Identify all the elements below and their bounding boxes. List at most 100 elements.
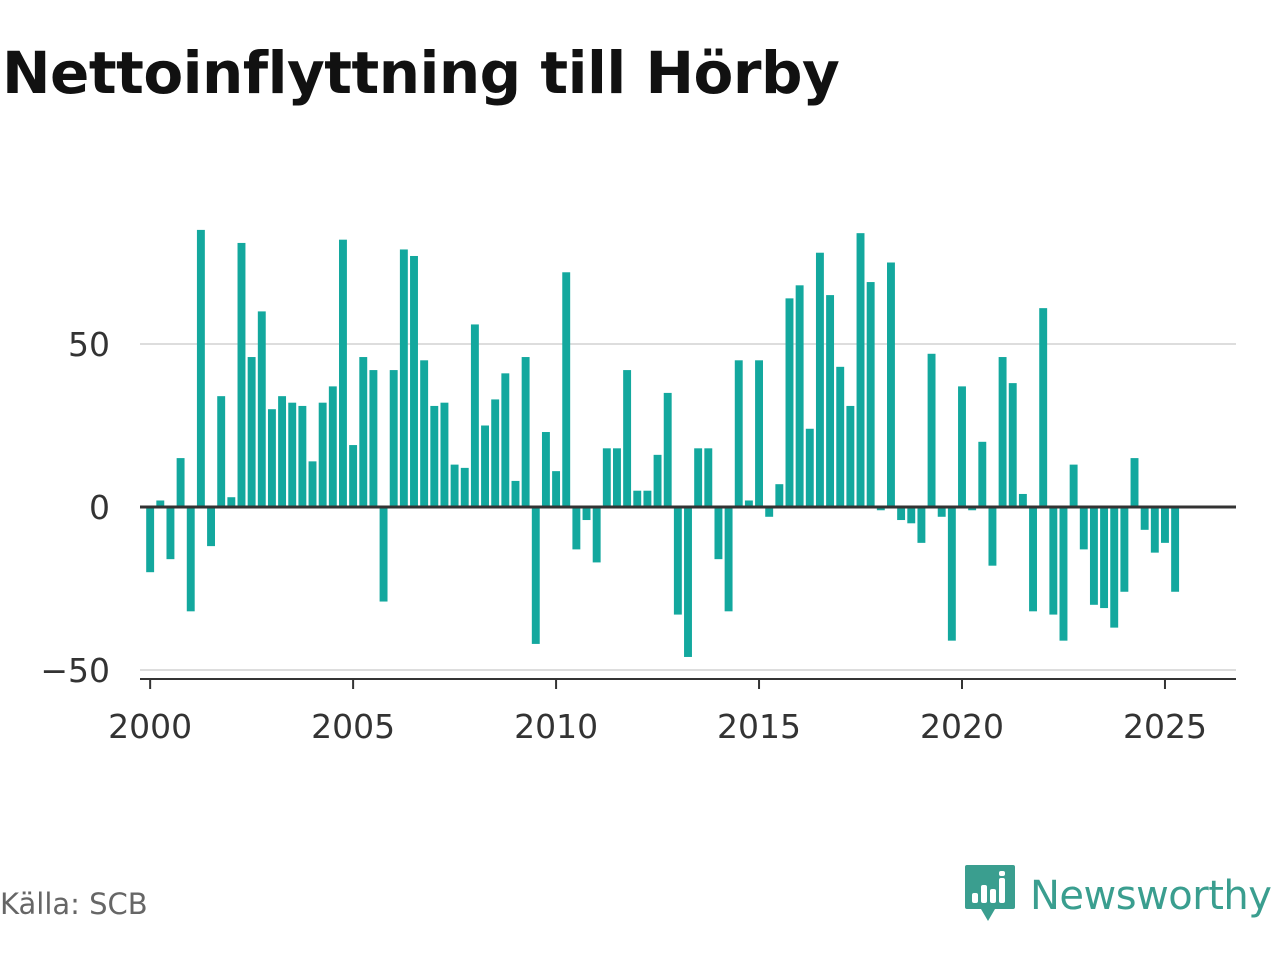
bar: [339, 239, 347, 507]
bar: [846, 405, 855, 507]
x-tick-label: 2000: [108, 707, 192, 746]
bar: [521, 357, 530, 507]
bar: [389, 370, 398, 507]
bar: [420, 360, 429, 507]
source-note: Källa: SCB: [0, 887, 148, 921]
bar: [501, 373, 510, 507]
bar: [288, 402, 297, 507]
bar: [1161, 507, 1169, 543]
bar: [328, 386, 337, 507]
bar: [470, 324, 479, 507]
bar: [1069, 464, 1078, 507]
bar: [1100, 507, 1109, 609]
bar: [176, 458, 185, 507]
bar: [1140, 507, 1149, 530]
axes: [140, 505, 1236, 689]
bar: [1059, 507, 1068, 641]
x-tick-label: 2025: [1123, 707, 1207, 746]
bar: [775, 484, 784, 507]
bar: [166, 507, 175, 560]
bar: [785, 298, 794, 507]
bar: [267, 409, 276, 507]
bar: [917, 507, 926, 543]
bar: [1008, 383, 1017, 507]
bar: [866, 282, 875, 507]
bar: [663, 392, 672, 507]
bar: [653, 454, 662, 507]
bar: [430, 405, 439, 507]
bar: [207, 507, 215, 547]
bar: [755, 360, 763, 507]
bar: [1150, 507, 1159, 553]
bar: [815, 252, 824, 507]
bar: [511, 480, 520, 507]
bar: [744, 500, 753, 507]
bar: [1039, 308, 1048, 507]
newsworthy-bar-chart-logo-icon: [964, 863, 1016, 929]
bar: [399, 249, 408, 507]
bar: [765, 507, 774, 517]
bar: [186, 507, 195, 612]
bar: [724, 507, 733, 612]
bar: [156, 500, 165, 507]
bar: [227, 497, 236, 507]
chart-title: Nettoinflyttning till Hörby: [2, 39, 840, 107]
bar: [1079, 507, 1088, 550]
bar: [1018, 493, 1027, 507]
bar: [704, 448, 713, 507]
bar: [349, 445, 358, 507]
bar: [531, 507, 540, 644]
brand-name: Newsworthy: [1030, 873, 1272, 919]
bar: [613, 448, 621, 507]
bar: [247, 357, 256, 507]
bar: [196, 229, 205, 507]
bar: [927, 353, 936, 507]
bar: [968, 507, 977, 511]
bar: [887, 262, 895, 507]
bar: [552, 471, 561, 507]
bar: [278, 396, 287, 507]
bar: [684, 507, 692, 657]
bar: [379, 507, 388, 602]
bar: [359, 357, 368, 507]
bar: [673, 507, 682, 615]
bar: [602, 448, 611, 507]
tick-labels: 2000 2005 2010 2015 2020 2025 −50 0 50: [40, 325, 1207, 746]
bar: [217, 396, 226, 507]
bar: [491, 399, 500, 507]
brand-logo: Newsworthy: [964, 863, 1272, 929]
bar: [460, 467, 469, 507]
x-tick-label: 2015: [717, 707, 801, 746]
y-tick-label: −50: [40, 651, 110, 690]
bar: [876, 507, 885, 511]
bar: [541, 432, 550, 507]
bar: [1130, 458, 1139, 507]
bar: [1120, 507, 1129, 592]
x-tick-label: 2010: [514, 707, 598, 746]
y-tick-label: 50: [68, 325, 110, 364]
bar: [947, 507, 956, 641]
bar: [257, 311, 266, 507]
bar: [146, 507, 155, 573]
x-tick-label: 2005: [311, 707, 395, 746]
y-tick-label: 0: [89, 488, 110, 527]
bar: [937, 507, 946, 517]
bar: [998, 357, 1007, 507]
bar: [633, 490, 642, 507]
bar: [410, 255, 418, 507]
bar: [318, 402, 327, 507]
bar: [237, 242, 246, 507]
bar: [805, 428, 814, 507]
bar: [369, 370, 378, 507]
bar: [907, 507, 916, 524]
bar: [1049, 507, 1058, 615]
x-tick-label: 2020: [920, 707, 1004, 746]
gridlines: [140, 343, 1236, 671]
bar: [582, 507, 591, 521]
bar: [450, 464, 459, 507]
bar: [1171, 507, 1180, 592]
bar: [856, 233, 865, 507]
bar: [734, 360, 743, 507]
bar: [298, 405, 307, 507]
